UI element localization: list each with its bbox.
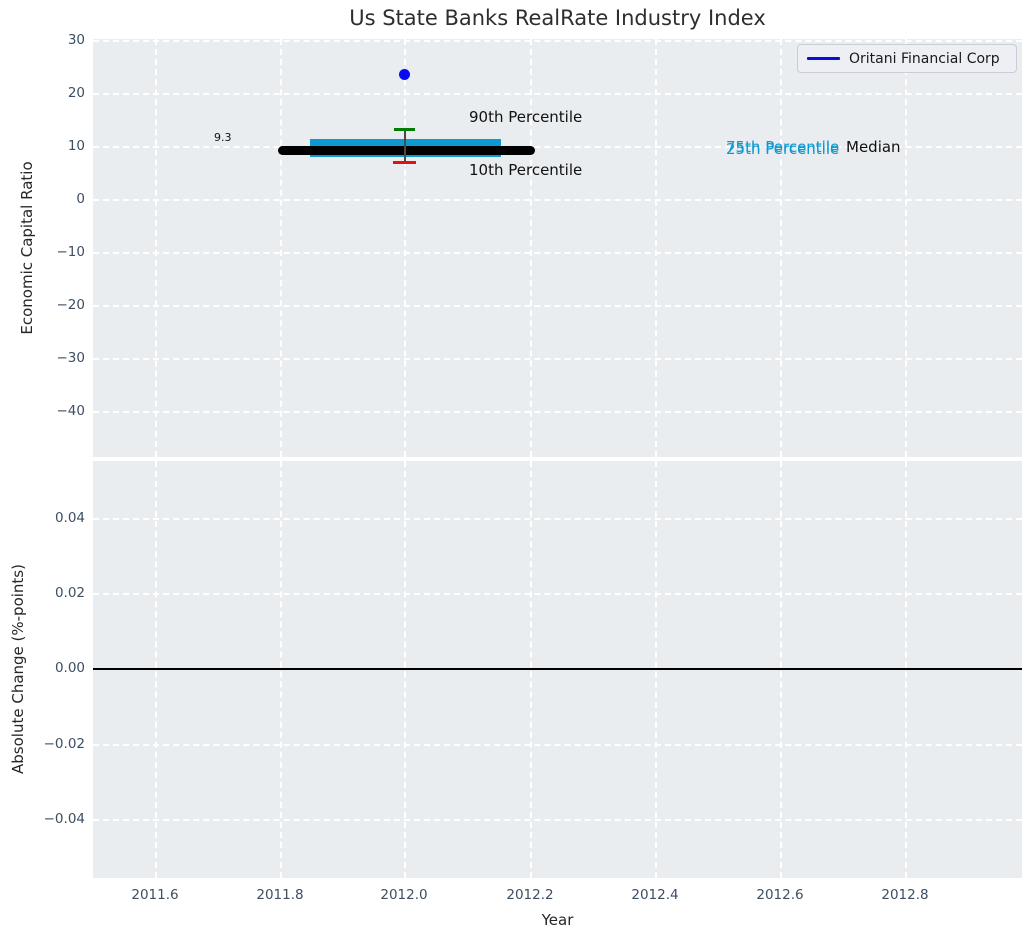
- x-axis-label: Year: [93, 911, 1022, 929]
- gridline: [280, 39, 282, 457]
- legend-line-icon: [807, 57, 840, 60]
- gridline: [93, 93, 1022, 95]
- gridline: [93, 199, 1022, 201]
- ytick-label: −40: [25, 402, 85, 420]
- gridline: [93, 358, 1022, 360]
- gridline: [93, 40, 1022, 42]
- gridline: [93, 593, 1022, 595]
- xtick-label: 2012.6: [745, 887, 815, 903]
- p10-cap: [393, 161, 416, 164]
- top-plot-area: 9.3 90th Percentile 10th Percentile 75th…: [93, 39, 1022, 457]
- ytick-label: 0.02: [25, 584, 85, 602]
- errorbar-line: [404, 129, 406, 162]
- bottom-plot-area: [93, 461, 1022, 878]
- median-line: [278, 146, 535, 155]
- p25-annotation: 25th Percentile: [726, 140, 839, 158]
- gridline: [93, 819, 1022, 821]
- ytick-label: −30: [25, 349, 85, 367]
- gridline: [780, 39, 782, 457]
- ytick-label: −0.04: [25, 810, 85, 828]
- gridline: [404, 39, 406, 457]
- xtick-label: 2011.6: [120, 887, 190, 903]
- company-point: [399, 69, 410, 80]
- chart-title: Us State Banks RealRate Industry Index: [93, 6, 1022, 30]
- xtick-label: 2012.8: [870, 887, 940, 903]
- gridline: [530, 39, 532, 457]
- xtick-label: 2011.8: [245, 887, 315, 903]
- ytick-label: 30: [25, 31, 85, 49]
- gridline: [655, 39, 657, 457]
- gridline: [93, 252, 1022, 254]
- ytick-label: −0.02: [25, 735, 85, 753]
- figure: Us State Banks RealRate Industry Index 9…: [0, 0, 1034, 942]
- gridline: [155, 39, 157, 457]
- ytick-label: 0.04: [25, 509, 85, 527]
- legend-series-label: Oritani Financial Corp: [849, 51, 1000, 67]
- gridline: [93, 411, 1022, 413]
- xtick-label: 2012.2: [495, 887, 565, 903]
- ytick-label: 20: [25, 84, 85, 102]
- top-y-axis-label: Economic Capital Ratio: [18, 161, 36, 334]
- gridline: [93, 744, 1022, 746]
- legend: Oritani Financial Corp: [797, 44, 1017, 73]
- gridline: [93, 305, 1022, 307]
- p90-annotation: 90th Percentile: [469, 108, 582, 126]
- p90-cap: [394, 128, 415, 131]
- xtick-label: 2012.4: [620, 887, 690, 903]
- gridline: [93, 518, 1022, 520]
- ytick-label: 0.00: [25, 659, 85, 677]
- bottom-y-axis-label: Absolute Change (%-points): [9, 564, 27, 774]
- xtick-label: 2012.0: [369, 887, 439, 903]
- median-annotation: Median: [846, 138, 901, 156]
- ytick-label: 10: [25, 137, 85, 155]
- median-value-label: 9.3: [214, 131, 232, 144]
- gridline: [905, 39, 907, 457]
- p10-annotation: 10th Percentile: [469, 161, 582, 179]
- zero-baseline: [93, 668, 1022, 670]
